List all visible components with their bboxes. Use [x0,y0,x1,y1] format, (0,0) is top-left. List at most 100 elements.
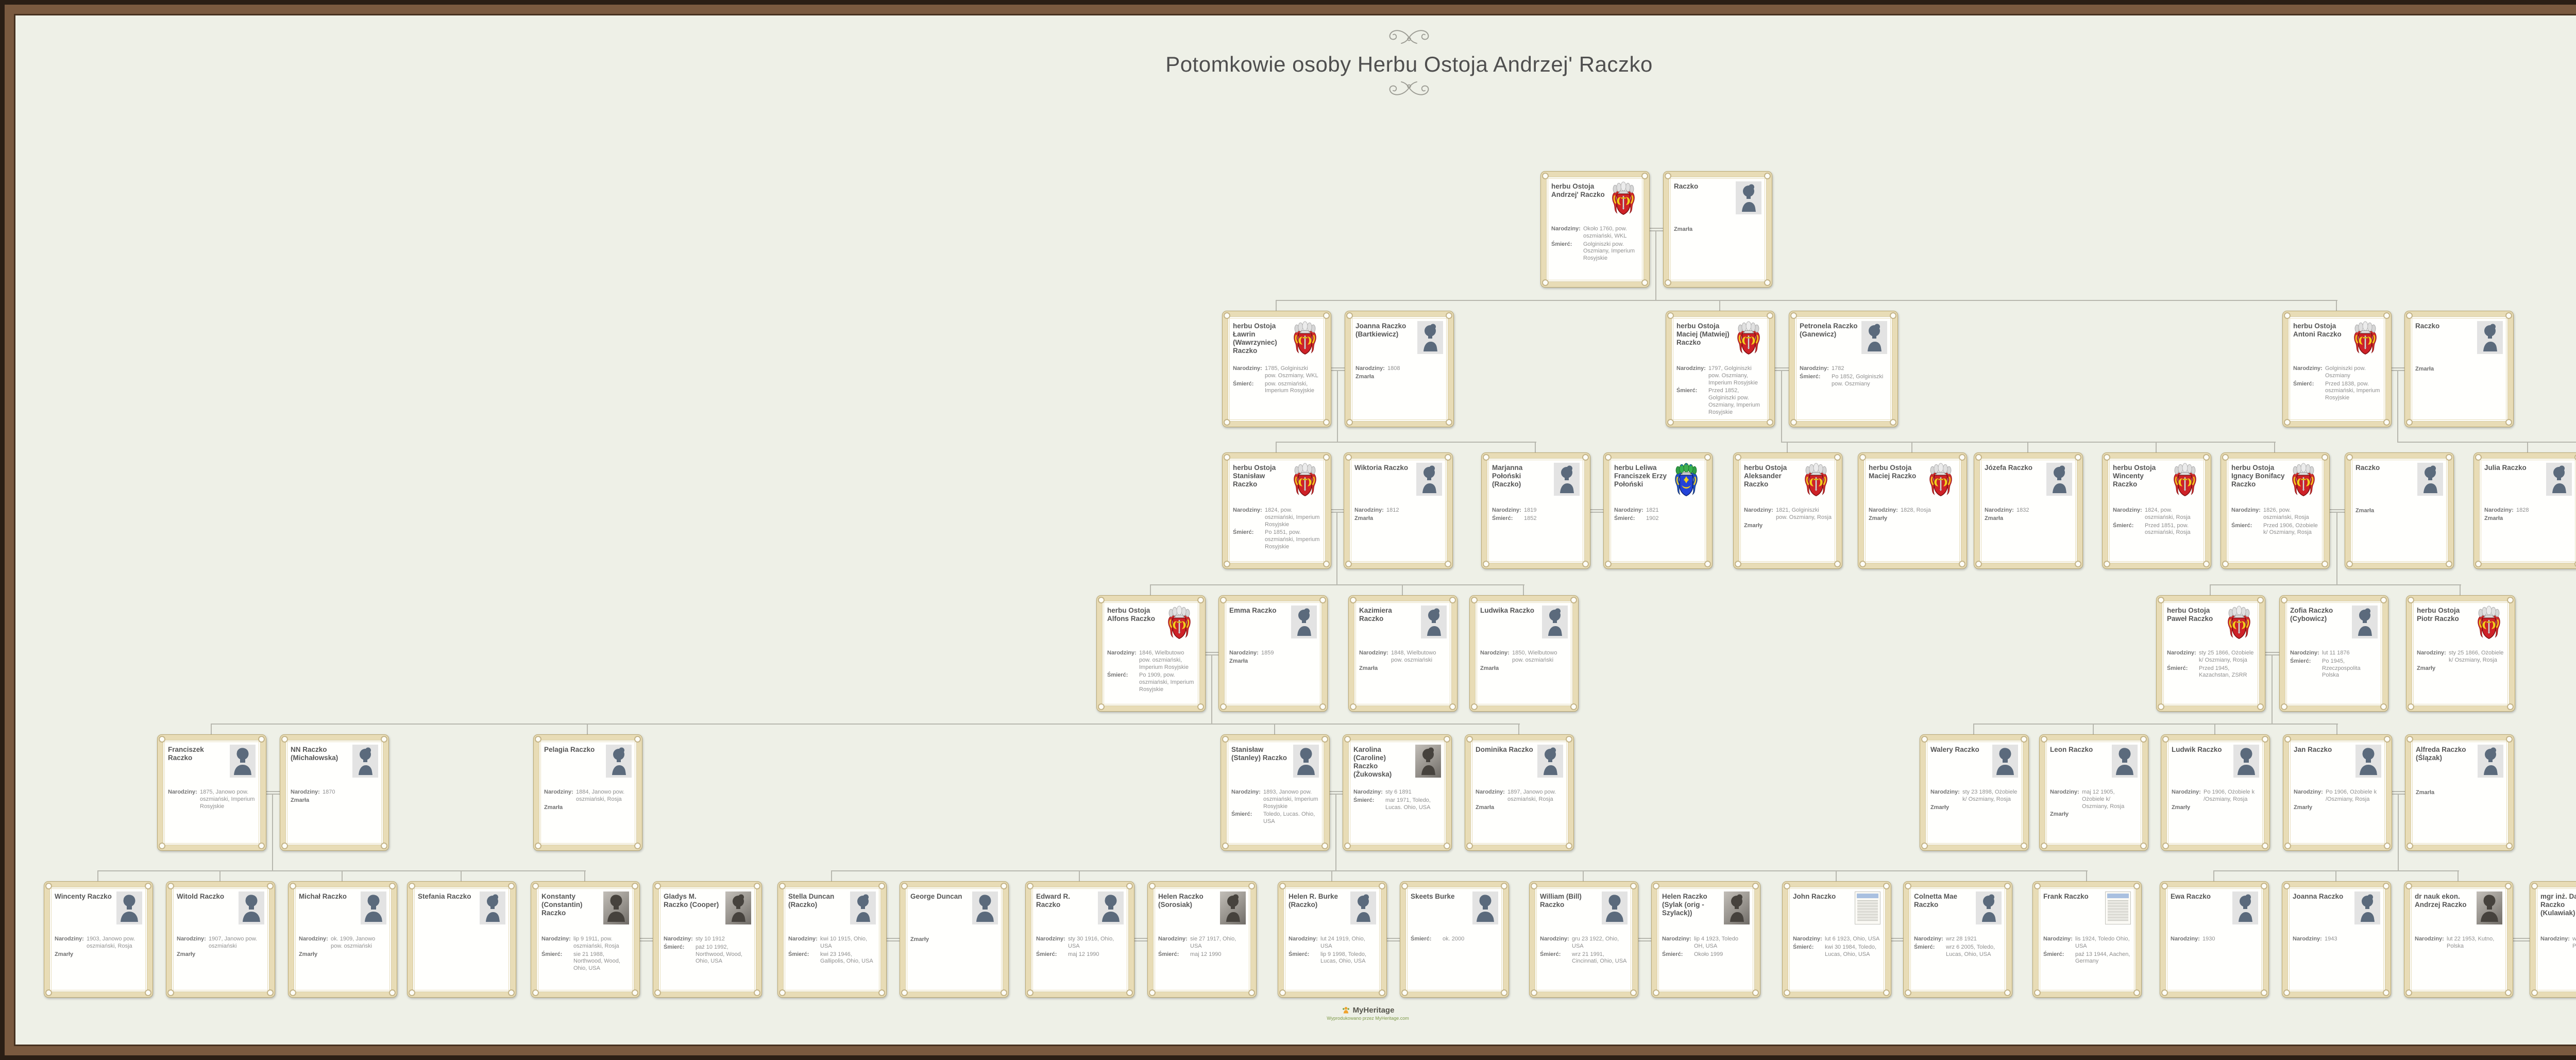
person-card-stanislaw3[interactable]: herbu Ostoja Stanisław Raczko Narodziny: 1… [1222,452,1331,569]
person-card-frank[interactable]: Frank Raczko Narodziny: lis 1924, Toledo O… [2032,881,2142,998]
frame-grommet [1379,989,1385,996]
person-card-helenS[interactable]: Helen Raczko (Sorosiak) Narodziny: sie 27 … [1147,881,1257,998]
person-card-wincenty3[interactable]: herbu Ostoja Wincenty Raczko Narodziny: 18… [2102,452,2211,569]
person-card-raczko2[interactable]: Raczko Zmarła [2404,311,2514,427]
person-card-panel: Raczko Zmarła [2350,458,2448,563]
person-card-piotr[interactable]: herbu Ostoja Piotr Raczko Narodziny: sty 2… [2406,595,2515,712]
person-card-danuta[interactable]: mgr inż. Danuta Raczko (Kulawiak) Narodzi… [2530,881,2576,998]
person-card-joanna6[interactable]: Joanna Raczko Narodziny: 1943 [2282,881,2391,998]
death-label: Śmierć: [1914,944,1935,950]
person-card-konstanty[interactable]: Konstanty (Constantin) Raczko Narodziny: l… [531,881,640,998]
frame-grommet [1126,883,1133,889]
person-card-jozefa[interactable]: Józefa Raczko Narodziny: 1832 Zmarła [1974,452,2083,569]
bust-silhouette-icon [2477,321,2503,354]
frame-grommet [779,989,786,996]
person-card-edward[interactable]: Edward R. Raczko Narodziny: sty 30 1916, O… [1025,881,1134,998]
family-connector-line [2329,512,2345,513]
person-card-william[interactable]: William (Bill) Raczko Narodziny: gru 23 19… [1529,881,1638,998]
person-card-skeets[interactable]: Skeets Burke Śmierć: ok. 2000 [1400,881,1509,998]
person-card-panel: Skeets Burke Śmierć: ok. 2000 [1405,887,1503,992]
person-card-nn[interactable]: NN Raczko (Michałowska) Narodziny: 1870 Zma… [280,734,389,851]
person-card-helenB[interactable]: Helen R. Burke (Raczko) Narodziny: lut 24 … [1278,881,1387,998]
person-card-wincenty6[interactable]: Wincenty Raczko Narodziny: 1903, Janowo po… [44,881,153,998]
birth-label: Narodziny: [1662,936,1691,942]
person-card-wiktoria[interactable]: Wiktoria Raczko Narodziny: 1812 Zmarła [1344,452,1453,569]
family-connector-line [2398,795,2399,871]
person-card-helenSy[interactable]: Helen Raczko (Sylak (orig - Szylack)) Nar… [1651,881,1760,998]
person-card-emma[interactable]: Emma Raczko Narodziny: 1859 Zmarła [1218,595,1328,712]
person-card-dominika[interactable]: Dominika Raczko Narodziny: 1897, Janowo po… [1465,734,1574,851]
frame-grommet [1323,419,1330,426]
person-card-aleksander[interactable]: herbu Ostoja Aleksander Raczko Narodziny:… [1733,452,1842,569]
person-card-gladys[interactable]: Gladys M. Raczko (Cooper) Narodziny: sty 1… [653,881,762,998]
family-connector-line [2391,791,2405,792]
family-connector-line [1205,654,1218,655]
person-card-leon[interactable]: Leon Raczko Narodziny: maj 12 1905, Ożobie… [2039,734,2148,851]
person-card-antoni[interactable]: herbu Ostoja Antoni Raczko Narodziny: Golg… [2282,311,2392,427]
person-card-alfons[interactable]: herbu Ostoja Alfons Raczko Narodziny: 1846… [1096,595,1206,712]
person-card-franciszekP[interactable]: herbu Leliwa Franciszek Erzy Połoński Nar… [1603,452,1713,569]
frame-grommet [1098,597,1105,603]
person-card-witold[interactable]: Witold Raczko Narodziny: 1907, Janowo pow.… [166,881,275,998]
person-card-kazimiera[interactable]: Kazimiera Raczko Narodziny: 1848, Wielbuto… [1348,595,1458,712]
birth-value: 1826, pow. oszmiański, Rosja [2263,507,2309,520]
person-card-petronela[interactable]: Petronela Raczko (Ganewicz) Narodziny: 178… [1789,311,1898,427]
person-card-raczko1[interactable]: Raczko Zmarła [1663,171,1772,288]
family-connector-line [639,938,653,939]
birth-value: 1782 [1832,365,1844,372]
person-card-maciej3[interactable]: herbu Ostoja Maciej Raczko Narodziny: 1828… [1858,452,1967,569]
person-card-andrzej[interactable]: herbu Ostoja Andrzej' Raczko Narodziny: Ok… [1540,171,1650,288]
death-label: Śmierć: [541,951,563,957]
footer-tagline[interactable]: Wyprodukowano przez MyHeritage.com [1327,1016,1409,1021]
frame-grommet [634,843,641,849]
person-card-stefania[interactable]: Stefania Raczko [407,881,516,998]
person-name: Ludwik Raczko [2172,746,2222,753]
family-connector-line [265,794,280,795]
person-card-ludwika[interactable]: Ludwika Raczko Narodziny: 1850, Wielbutowo… [1469,595,1579,712]
death-value: maj 12 1990 [1190,951,1222,957]
person-card-pelagia[interactable]: Pelagia Raczko Narodziny: 1884, Janowo pow… [533,734,642,851]
person-card-george[interactable]: George Duncan Zmarły [900,881,1009,998]
ostoja-shield-icon [1608,181,1639,218]
person-card-raczko3[interactable]: Raczko Zmarła [2345,452,2454,569]
birth-value: 1846, Wielbutowo pow. oszmiański, Imperi… [1139,650,1189,670]
person-card-zofia[interactable]: Zofia Raczko (Cybowicz) Narodziny: lut 11 … [2279,595,2388,712]
frame-grommet [1224,561,1230,567]
bust-silhouette-icon [1736,181,1761,214]
portrait-photo [1220,891,1246,924]
frame-grommet [1471,703,1478,710]
person-card-ignacy[interactable]: herbu Ostoja Ignacy Bonifacy Raczko Narod… [2221,452,2330,569]
person-card-walery[interactable]: Walery Raczko Narodziny: sty 23 1898, Ożob… [1920,734,2029,851]
birth-label: Narodziny: [55,936,84,942]
person-card-john[interactable]: John Raczko Narodziny: lut 6 1923, Ohio, U… [1782,881,1891,998]
frame-grommet [1350,703,1357,710]
person-card-julia[interactable]: Julia Raczko Narodziny: 1828 Zmarła [2473,452,2576,569]
person-card-michal[interactable]: Michał Raczko Narodziny: ok. 1909, Janowo … [288,881,397,998]
person-card-ludwik[interactable]: Ludwik Raczko Narodziny: Po 1906, Ożobiele… [2161,734,2270,851]
death-label: Śmierć: [1036,951,1057,957]
person-name: Wincenty Raczko [55,893,112,900]
frame-grommet [754,989,760,996]
person-card-maciej2[interactable]: herbu Ostoja Maciej (Matwiej) Raczko Naro… [1666,311,1775,427]
frame-grommet [409,883,415,889]
person-card-colnetta[interactable]: Colnetta Mae Raczko Narodziny: wrz 28 1921… [1903,881,2012,998]
person-card-pawel[interactable]: herbu Ostoja Paweł Raczko Narodziny: sty 2… [2156,595,2265,712]
person-card-andrzej6[interactable]: dr nauk ekon. Andrzej Raczko Narodziny: lu… [2404,881,2513,998]
person-card-ewa[interactable]: Ewa Raczko Narodziny: 1930 [2160,881,2269,998]
person-card-franciszek5[interactable]: Franciszek Raczko Narodziny: 1875, Janowo … [157,734,266,851]
person-card-lawrin[interactable]: herbu Ostoja Ławrin (Wawrzyniec) Raczko N… [1222,311,1331,427]
frame-grommet [2075,454,2081,461]
bust-silhouette-icon [1724,891,1750,924]
person-card-stanley[interactable]: Stanisław (Stanley) Raczko Narodziny: 1893… [1221,734,1330,851]
bust-silhouette-icon [1350,891,1376,924]
person-card-joanna[interactable]: Joanna Raczko (Bartkiewicz) Narodziny: 180… [1345,311,1454,427]
person-card-karolina[interactable]: Karolina (Caroline) Raczko (Żukowska) Nar… [1343,734,1452,851]
person-card-stella[interactable]: Stella Duncan (Raczko) Narodziny: kwi 10 1… [777,881,887,998]
person-card-jan[interactable]: Jan Raczko Narodziny: Po 1906, Ożobiele k … [2283,734,2392,851]
person-card-marjanna[interactable]: Marjanna Połoński (Raczko) Narodziny: 1819… [1481,452,1590,569]
person-card-panel: Joanna Raczko Narodziny: 1943 [2287,887,2385,992]
frame-grommet [2405,883,2412,889]
frame-grommet [389,989,396,996]
person-card-alfreda[interactable]: Alfreda Raczko (Ślązak) Zmarła [2405,734,2514,851]
